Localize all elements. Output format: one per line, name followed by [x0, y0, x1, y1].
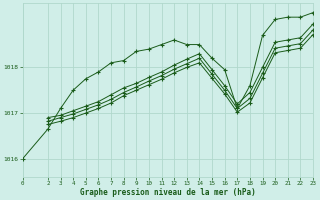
X-axis label: Graphe pression niveau de la mer (hPa): Graphe pression niveau de la mer (hPa): [80, 188, 256, 197]
